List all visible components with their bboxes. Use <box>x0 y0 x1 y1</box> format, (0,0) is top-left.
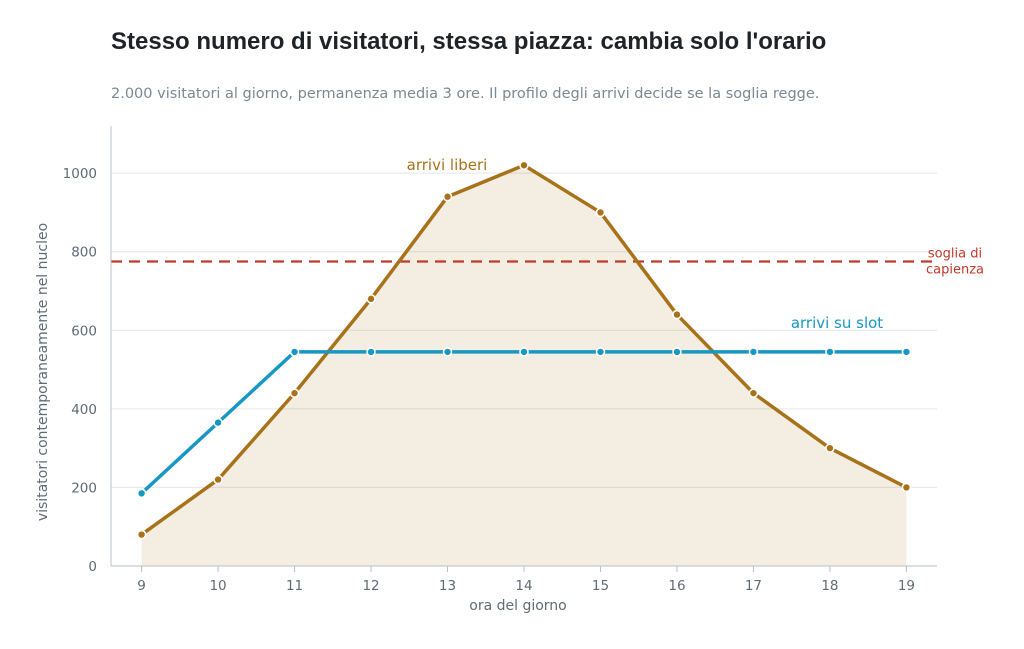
series-1-point-9 <box>136 529 147 540</box>
x-tick-label-9: 9 <box>137 578 146 594</box>
x-tick-label-17: 17 <box>745 578 762 594</box>
series-2-point-9 <box>136 488 147 499</box>
series-1-area <box>141 165 907 567</box>
y-tick-label-800: 800 <box>71 245 97 261</box>
series-2-point-17 <box>748 347 759 357</box>
x-tick-label-10: 10 <box>209 578 226 594</box>
labels: ora del giorno visitatori contemporaneame… <box>35 156 984 614</box>
series-2-point-15 <box>595 347 606 357</box>
threshold-label-line-2: capienza <box>926 263 984 278</box>
x-tick-label-16: 16 <box>668 578 685 594</box>
series-2-point-16 <box>672 347 682 357</box>
series-1-point-17 <box>748 388 759 398</box>
grid <box>111 172 937 488</box>
series-1-point-12 <box>366 294 376 304</box>
series-1-point-11 <box>289 388 300 398</box>
series-2-point-14 <box>519 347 529 357</box>
x-tick-label-13: 13 <box>439 578 456 594</box>
series-2-label: arrivi su slot <box>791 314 883 332</box>
chart-title: Stesso numero di visitatori, stessa piaz… <box>111 28 827 55</box>
y-tick-label-400: 400 <box>71 402 97 418</box>
series-2-point-11 <box>289 347 300 357</box>
series-1-point-16 <box>672 309 682 320</box>
y-tick-label-600: 600 <box>71 323 97 339</box>
series-1-label: arrivi liberi <box>407 156 488 174</box>
series-2-point-18 <box>825 347 835 357</box>
series-1-point-19 <box>901 482 912 493</box>
axes: 0 200 400 600 800 1000 9 10 11 12 13 14 15 16 17 18 19 <box>63 126 937 594</box>
series-2-point-19 <box>901 347 912 357</box>
x-tick-label-11: 11 <box>286 578 303 594</box>
series-2-point-10 <box>213 417 223 428</box>
x-tick-label-18: 18 <box>821 578 838 594</box>
series-1-point-14 <box>519 160 529 171</box>
x-tick-label-19: 19 <box>898 578 915 594</box>
series-1-point-10 <box>213 474 223 485</box>
series-1-point-18 <box>825 443 835 453</box>
y-tick-label-1000: 1000 <box>63 166 97 182</box>
y-tick-label-200: 200 <box>71 480 97 496</box>
chart-subtitle: 2.000 visitatori al giorno, permanenza m… <box>111 86 820 102</box>
series-1-point-15 <box>595 207 606 218</box>
y-axis-title: visitatori contemporaneamente nel nucleo <box>35 223 51 521</box>
x-axis-title: ora del giorno <box>469 598 566 614</box>
x-tick-label-14: 14 <box>515 578 532 594</box>
threshold-label-line-1: soglia di <box>928 247 982 262</box>
series-2-point-13 <box>442 347 453 357</box>
x-tick-label-15: 15 <box>592 578 609 594</box>
series-1-point-13 <box>442 191 453 202</box>
y-tick-label-0: 0 <box>88 559 97 575</box>
series-2-point-12 <box>366 347 376 357</box>
x-tick-label-12: 12 <box>362 578 379 594</box>
series-points <box>136 160 912 540</box>
area-layer <box>141 165 907 567</box>
